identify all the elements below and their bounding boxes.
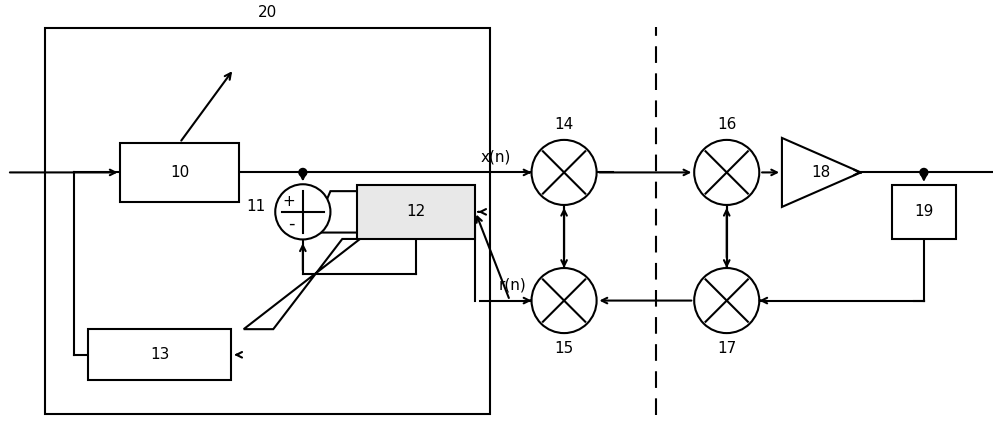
Text: 11: 11	[246, 199, 265, 215]
Bar	[357, 185, 475, 239]
Bar	[892, 185, 956, 239]
Text: 19: 19	[914, 205, 934, 219]
Circle shape	[694, 140, 759, 205]
Text: r(n): r(n)	[499, 278, 527, 293]
Circle shape	[694, 268, 759, 333]
Circle shape	[920, 169, 928, 177]
Circle shape	[532, 268, 597, 333]
Text: 10: 10	[170, 165, 189, 180]
Text: x(n): x(n)	[480, 149, 511, 165]
Bar	[45, 28, 490, 414]
Circle shape	[532, 140, 597, 205]
Text: 12: 12	[407, 205, 426, 219]
Polygon shape	[313, 191, 437, 233]
Text: 本振: 本振	[718, 276, 736, 291]
Polygon shape	[244, 239, 360, 329]
Text: 16: 16	[717, 117, 736, 132]
Text: 数字本振: 数字本振	[546, 276, 582, 291]
Text: 18: 18	[812, 165, 831, 180]
Text: -: -	[288, 215, 295, 233]
Bar	[120, 143, 239, 202]
Text: 17: 17	[717, 341, 736, 356]
Polygon shape	[782, 138, 861, 207]
Text: 14: 14	[554, 117, 574, 132]
Circle shape	[275, 184, 330, 240]
Text: 20: 20	[258, 5, 277, 20]
Text: +: +	[282, 194, 295, 209]
Bar	[88, 329, 231, 381]
Text: 13: 13	[150, 347, 170, 362]
Circle shape	[299, 169, 307, 177]
Text: 15: 15	[554, 341, 574, 356]
